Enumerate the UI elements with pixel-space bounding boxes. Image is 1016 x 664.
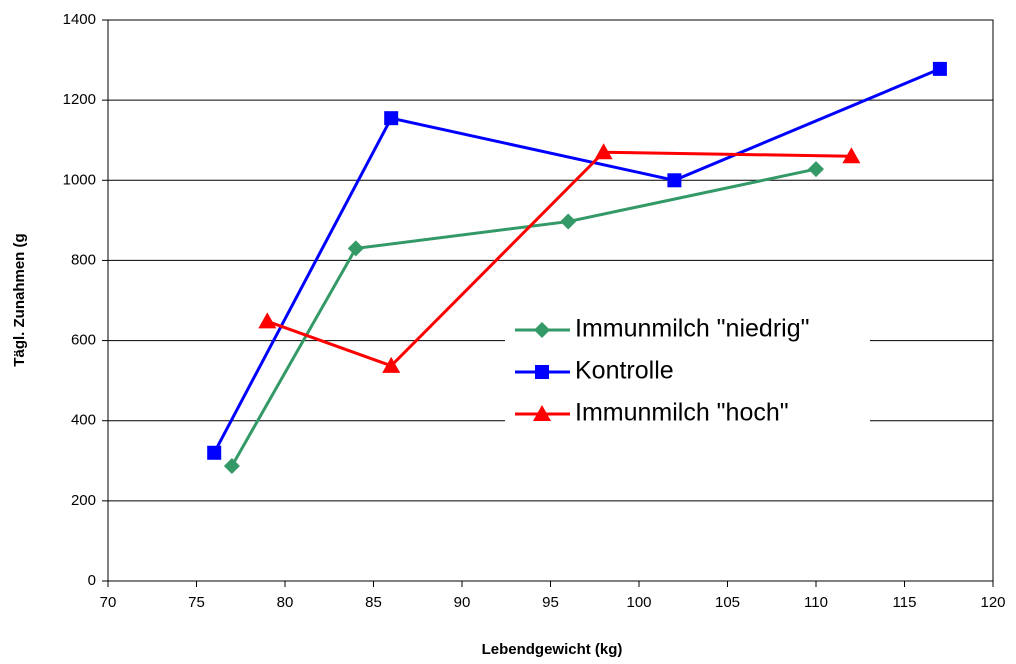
x-tick-label: 85 (365, 594, 382, 611)
y-tick-label: 600 (71, 332, 96, 349)
marker (207, 445, 222, 460)
x-tick-label: 110 (804, 594, 828, 611)
y-tick-label: 1000 (63, 171, 96, 188)
marker (932, 61, 947, 76)
marker (223, 457, 240, 474)
x-tick-label: 90 (454, 594, 471, 611)
x-tick-label: 120 (980, 594, 1005, 611)
x-tick-label: 95 (542, 594, 559, 611)
legend-label: Immunmilch "hoch" (575, 399, 789, 427)
y-tick-label: 200 (71, 492, 96, 509)
marker (808, 161, 824, 178)
marker (667, 173, 682, 188)
legend-label: Immunmilch "niedrig" (575, 315, 810, 343)
y-tick-label: 400 (71, 412, 96, 429)
x-tick-label: 70 (100, 594, 117, 611)
marker (347, 240, 364, 257)
y-axis-label: Tägl. Zunahmen (g (11, 233, 28, 366)
line (230, 167, 817, 467)
marker (594, 143, 613, 160)
line (266, 150, 852, 368)
x-tick-label: 80 (277, 594, 294, 611)
marker (534, 322, 550, 338)
x-tick-label: 75 (188, 594, 205, 611)
y-tick-label: 1400 (63, 11, 96, 28)
y-tick-label: 1200 (63, 91, 96, 108)
legend-label: Kontrolle (575, 357, 674, 385)
plot-border (107, 19, 994, 582)
x-tick-label: 115 (893, 594, 917, 611)
x-tick-label: 105 (715, 594, 740, 611)
marker (258, 312, 277, 329)
y-tick-label: 800 (71, 251, 96, 268)
marker (535, 365, 549, 379)
marker (384, 111, 399, 126)
marker (560, 213, 577, 230)
marker (842, 147, 861, 164)
x-axis-label: Lebendgewicht (kg) (482, 641, 623, 658)
y-tick-label: 0 (88, 572, 96, 589)
marker (533, 405, 551, 421)
line (212, 67, 941, 454)
x-tick-label: 100 (626, 594, 651, 611)
marker (382, 356, 401, 373)
